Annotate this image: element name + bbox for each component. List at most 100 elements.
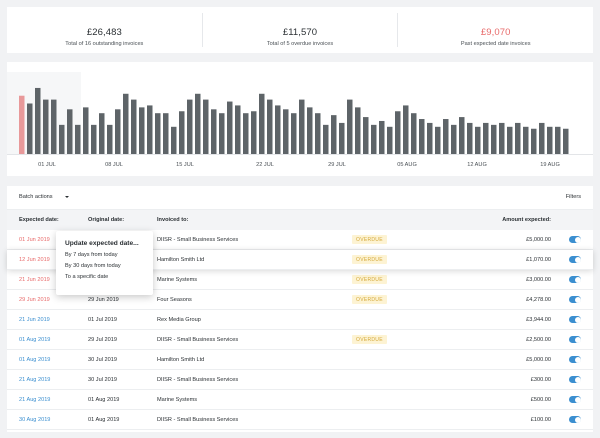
include-toggle[interactable] bbox=[569, 316, 581, 323]
chart-bar[interactable] bbox=[531, 128, 537, 154]
chart-bar[interactable] bbox=[379, 120, 385, 154]
chart-bar[interactable] bbox=[443, 119, 449, 154]
include-toggle[interactable] bbox=[569, 376, 581, 383]
chart-bar[interactable] bbox=[355, 107, 361, 154]
chart-bar[interactable] bbox=[547, 126, 553, 154]
chart-bar[interactable] bbox=[411, 113, 417, 154]
chart-bar[interactable] bbox=[51, 99, 57, 154]
chart-bar[interactable] bbox=[211, 109, 217, 154]
chart-bar[interactable] bbox=[467, 122, 473, 154]
include-toggle[interactable] bbox=[569, 416, 581, 423]
chart-bar[interactable] bbox=[115, 109, 121, 154]
expected-date[interactable]: 21 Aug 2019 bbox=[19, 397, 51, 403]
expected-date[interactable]: 29 Jun 2019 bbox=[19, 297, 50, 303]
chart-bar[interactable] bbox=[403, 105, 409, 154]
chart-bar[interactable] bbox=[459, 117, 465, 154]
chart-bar[interactable] bbox=[523, 126, 529, 154]
chart-bar[interactable] bbox=[267, 99, 273, 154]
expected-date[interactable]: 01 Aug 2019 bbox=[19, 357, 51, 363]
chart-bar[interactable] bbox=[251, 111, 257, 154]
include-toggle[interactable] bbox=[569, 396, 581, 403]
expected-date[interactable]: 01 Aug 2019 bbox=[19, 337, 51, 343]
include-toggle[interactable] bbox=[569, 336, 581, 343]
header-expected-date[interactable]: Expected date: bbox=[19, 217, 59, 223]
chart-bar[interactable] bbox=[475, 126, 481, 154]
chart-bar[interactable] bbox=[139, 107, 145, 154]
chart-bar[interactable] bbox=[563, 128, 569, 154]
chart-bar[interactable] bbox=[371, 124, 377, 154]
table-row[interactable]: 01 Aug 2019 30 Jul 2019 Hamilton Smith Ltd… bbox=[7, 350, 593, 370]
menu-item-30-days[interactable]: By 30 days from today bbox=[65, 263, 121, 270]
chart-bar[interactable] bbox=[171, 126, 177, 154]
chart-bar[interactable] bbox=[275, 105, 281, 154]
chart-bar[interactable] bbox=[83, 107, 89, 154]
include-toggle[interactable] bbox=[569, 356, 581, 363]
chart-bar[interactable] bbox=[35, 87, 41, 154]
chart-bar[interactable] bbox=[243, 113, 249, 154]
chart-bar[interactable] bbox=[283, 109, 289, 154]
expected-date[interactable]: 01 Jun 2019 bbox=[19, 237, 50, 243]
chart-bar[interactable] bbox=[363, 117, 369, 154]
expected-date[interactable]: 21 Aug 2019 bbox=[19, 377, 51, 383]
table-row[interactable]: 21 Aug 2019 30 Jul 2019 DIISR - Small Busi… bbox=[7, 370, 593, 390]
table-row[interactable]: 21 Jun 2019 01 Jul 2019 Rex Media Group £3,… bbox=[7, 310, 593, 330]
chart-bar[interactable] bbox=[419, 119, 425, 154]
chart-bar[interactable] bbox=[299, 99, 305, 154]
chart-bar[interactable] bbox=[307, 107, 313, 154]
chart-bar[interactable] bbox=[99, 113, 105, 154]
chart-bar[interactable] bbox=[555, 126, 561, 154]
expected-date[interactable]: 12 Jun 2019 bbox=[19, 257, 50, 263]
include-toggle[interactable] bbox=[569, 256, 581, 263]
chart-bar[interactable] bbox=[27, 103, 33, 154]
chart-bar[interactable] bbox=[315, 113, 321, 154]
chart-bar[interactable] bbox=[163, 113, 169, 154]
batch-actions-button[interactable]: Batch actions bbox=[19, 194, 53, 200]
menu-item-specific-date[interactable]: To a specific date bbox=[65, 274, 109, 281]
chart-bar[interactable] bbox=[291, 113, 297, 154]
chart-bar[interactable] bbox=[347, 99, 353, 154]
chart-bar[interactable] bbox=[219, 113, 225, 154]
chart-bar[interactable] bbox=[395, 111, 401, 154]
chart-bar[interactable] bbox=[235, 105, 241, 154]
chart-bar[interactable] bbox=[515, 122, 521, 154]
table-row[interactable]: 29 Jun 2019 29 Jun 2019 Four Seasons OVERDU… bbox=[7, 290, 593, 310]
expected-date[interactable]: 30 Aug 2019 bbox=[19, 417, 51, 423]
chart-bar[interactable] bbox=[19, 95, 25, 154]
chart-bar[interactable] bbox=[131, 99, 137, 154]
chart-bar[interactable] bbox=[179, 111, 185, 154]
chart-bar[interactable] bbox=[147, 105, 153, 154]
chart-bar[interactable] bbox=[155, 113, 161, 154]
header-original-date[interactable]: Original date: bbox=[88, 217, 125, 223]
expected-date[interactable]: 21 Jun 2019 bbox=[19, 277, 50, 283]
menu-item-7-days[interactable]: By 7 days from today bbox=[65, 252, 118, 258]
chart-bar[interactable] bbox=[195, 93, 201, 154]
chart-bar[interactable] bbox=[427, 122, 433, 154]
table-row[interactable]: 21 Jun 2019 Marine Systems OVERDUE £3,000.0… bbox=[7, 270, 593, 290]
table-row[interactable]: 21 Aug 2019 01 Aug 2019 Marine Systems £500… bbox=[7, 390, 593, 410]
chart-bar[interactable] bbox=[187, 99, 193, 154]
chart-bar[interactable] bbox=[499, 122, 505, 154]
chart-bar[interactable] bbox=[491, 124, 497, 154]
include-toggle[interactable] bbox=[569, 296, 581, 303]
table-row[interactable]: 30 Aug 2019 01 Aug 2019 DIISR - Small Busi… bbox=[7, 410, 593, 430]
chart-bar[interactable] bbox=[227, 101, 233, 154]
chart-bar[interactable] bbox=[75, 124, 81, 154]
chart-bar[interactable] bbox=[123, 93, 129, 154]
chevron-down-icon[interactable] bbox=[65, 196, 69, 198]
chart-bar[interactable] bbox=[107, 124, 113, 154]
chart-bar[interactable] bbox=[91, 124, 97, 154]
chart-bar[interactable] bbox=[203, 99, 209, 154]
chart-bar[interactable] bbox=[67, 109, 73, 154]
chart-bar[interactable] bbox=[507, 126, 513, 154]
include-toggle[interactable] bbox=[569, 276, 581, 283]
table-row[interactable]: 01 Jun 2019 DIISR - Small Business Servic… bbox=[7, 230, 593, 250]
table-row[interactable]: 12 Jun 2019 Hamilton Smith Ltd OVERDUE £1,0… bbox=[7, 250, 593, 270]
chart-bar[interactable] bbox=[323, 124, 329, 154]
header-invoiced-to[interactable]: Invoiced to: bbox=[157, 217, 189, 223]
chart-bar[interactable] bbox=[483, 122, 489, 154]
chart-bar[interactable] bbox=[435, 126, 441, 154]
chart-bar[interactable] bbox=[331, 115, 337, 154]
include-toggle[interactable] bbox=[569, 236, 581, 243]
chart-bar[interactable] bbox=[539, 122, 545, 154]
chart-bar[interactable] bbox=[451, 124, 457, 154]
